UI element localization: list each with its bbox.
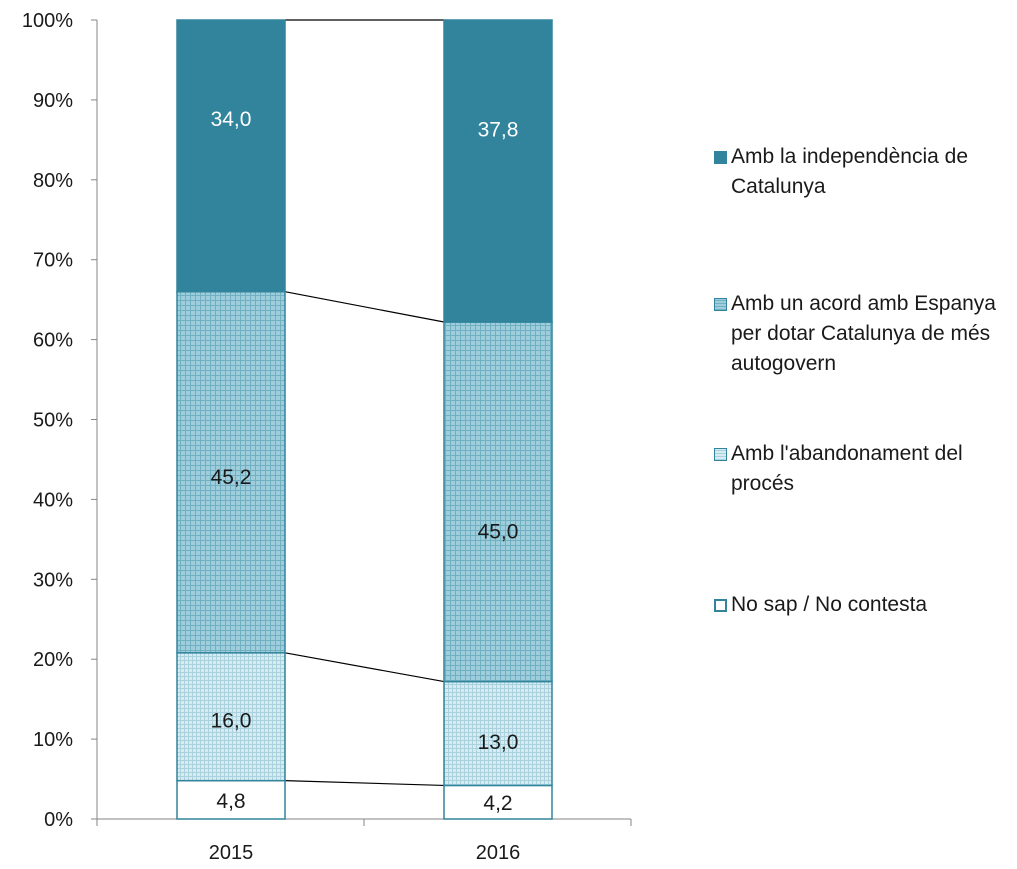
- bar-segment: [443, 784, 553, 820]
- data-label: 45,0: [478, 521, 519, 544]
- axes-group: 0% 10% 20% 30% 40% 50% 60% 70% 80% 90% 100% 2015 201…: [22, 10, 632, 864]
- legend-label-line: Amb la independència de: [731, 145, 969, 168]
- bar-segment: [176, 779, 286, 820]
- legend-label: No sap / No contesta: [731, 590, 927, 620]
- x-tick-label: 2015: [209, 842, 254, 864]
- x-tick-label: 2016: [476, 842, 521, 864]
- data-label: 34,0: [211, 108, 252, 131]
- legend-item: No sap / No contesta: [714, 590, 1014, 620]
- legend-label-line: Catalunya: [731, 175, 826, 198]
- legend-item: Amb l'abandonament del procés: [714, 439, 1014, 499]
- y-tick-label: 20%: [33, 649, 73, 671]
- data-label: 37,8: [478, 119, 519, 142]
- y-tick-label: 0%: [44, 809, 73, 831]
- legend-label: Amb l'abandonament del procés: [731, 439, 963, 499]
- legend-item: Amb la independència de Catalunya: [714, 142, 1014, 202]
- y-tick-label: 30%: [33, 569, 73, 591]
- bars-group: [176, 19, 553, 820]
- y-tick-label: 40%: [33, 489, 73, 511]
- legend-swatch: [714, 448, 727, 461]
- legend-swatch: [714, 151, 727, 164]
- y-tick-label: 90%: [33, 90, 73, 112]
- series-connector-lines: [284, 19, 445, 787]
- series-line: [284, 780, 445, 787]
- legend-item: Amb un acord amb Espanya per dotar Catalu…: [714, 289, 1014, 379]
- series-line: [284, 291, 445, 323]
- data-labels-group: 4,8 16,0 45,2 34,0 4,2 13,0 45,0 37,8: [211, 108, 519, 815]
- y-tick-label: 60%: [33, 330, 73, 352]
- legend-label-line: procés: [731, 472, 795, 495]
- legend-label-line: Amb l'abandonament del: [731, 442, 963, 465]
- bar-segment: [443, 19, 553, 323]
- legend-label: Amb la independència de Catalunya: [731, 142, 968, 202]
- y-tick-label: 50%: [33, 410, 73, 432]
- bar-segment: [443, 321, 553, 683]
- legend-swatch: [714, 599, 727, 612]
- y-tick-label: 70%: [33, 250, 73, 272]
- data-label: 4,2: [483, 792, 512, 815]
- series-line: [284, 652, 445, 683]
- legend-label-line: Amb un acord amb Espanya: [731, 292, 996, 315]
- legend-swatch: [714, 298, 727, 311]
- data-label: 45,2: [211, 466, 252, 489]
- bar-segment: [176, 290, 286, 654]
- data-label: 4,8: [216, 790, 245, 813]
- bar-segment: [176, 19, 286, 293]
- y-tick-label: 10%: [33, 729, 73, 751]
- legend-label-line: per dotar Catalunya de més: [731, 322, 991, 345]
- y-tick-label: 80%: [33, 170, 73, 192]
- y-tick-label: 100%: [22, 10, 73, 32]
- legend-label: Amb un acord amb Espanya per dotar Catalu…: [731, 289, 996, 379]
- legend-label-line: autogovern: [731, 352, 837, 375]
- data-label: 16,0: [211, 709, 252, 732]
- data-label: 13,0: [478, 731, 519, 754]
- legend-label-line: No sap / No contesta: [731, 593, 928, 616]
